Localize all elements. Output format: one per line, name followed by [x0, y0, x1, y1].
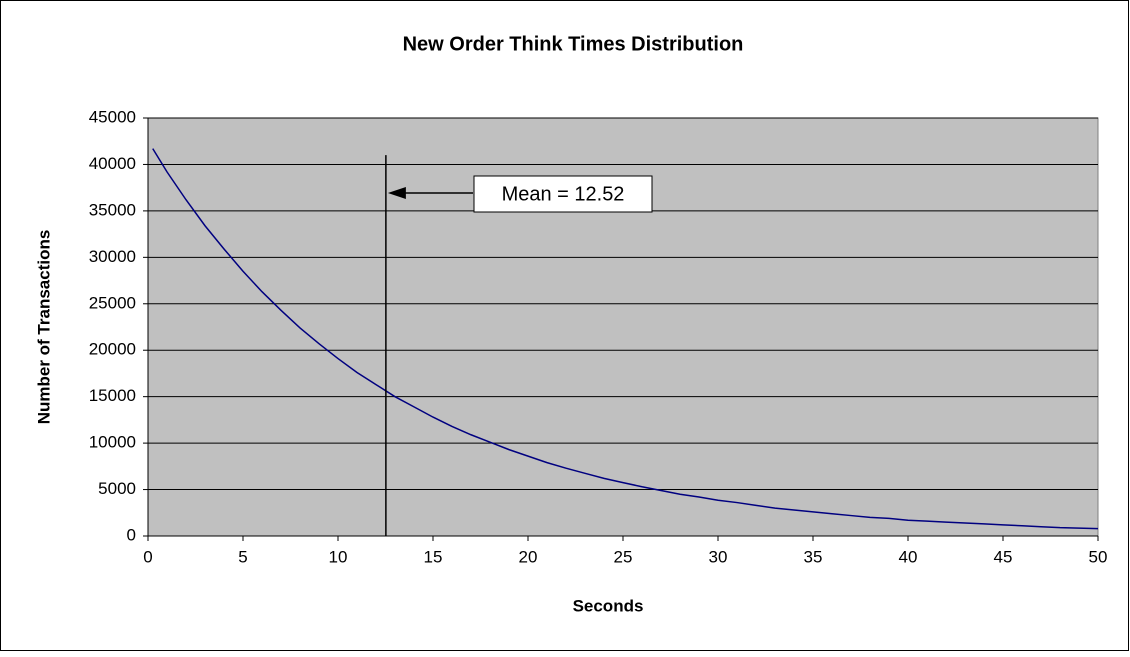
- y-tick-label: 5000: [98, 479, 136, 498]
- x-tick-label: 20: [519, 547, 538, 566]
- y-tick-label: 25000: [89, 293, 136, 312]
- annotation-box: [473, 175, 653, 213]
- arrow-head: [387, 187, 406, 199]
- y-tick-label: 10000: [89, 433, 136, 452]
- y-tick-label: 45000: [89, 107, 136, 126]
- y-tick-label: 15000: [89, 386, 136, 405]
- y-tick-label: 0: [127, 525, 136, 544]
- x-tick-label: 40: [899, 547, 918, 566]
- x-tick-label: 50: [1089, 547, 1108, 566]
- x-tick-label: 10: [329, 547, 348, 566]
- annotation-text: Mean = 12.52: [502, 183, 625, 205]
- y-tick-label: 35000: [89, 200, 136, 219]
- x-tick-label: 45: [994, 547, 1013, 566]
- y-tick-label: 20000: [89, 340, 136, 359]
- y-axis-label: Number of Transactions: [34, 230, 53, 425]
- x-axis-label: Seconds: [573, 596, 644, 615]
- x-tick-label: 35: [804, 547, 823, 566]
- x-tick-label: 25: [614, 547, 633, 566]
- x-tick-label: 30: [709, 547, 728, 566]
- chart-title: New Order Think Times Distribution: [403, 33, 744, 55]
- data-line: [152, 148, 1099, 530]
- y-tick-label: 40000: [89, 154, 136, 173]
- x-tick-label: 5: [238, 547, 247, 566]
- x-tick-label: 15: [424, 547, 443, 566]
- y-tick-label: 30000: [89, 247, 136, 266]
- x-tick-label: 0: [143, 547, 152, 566]
